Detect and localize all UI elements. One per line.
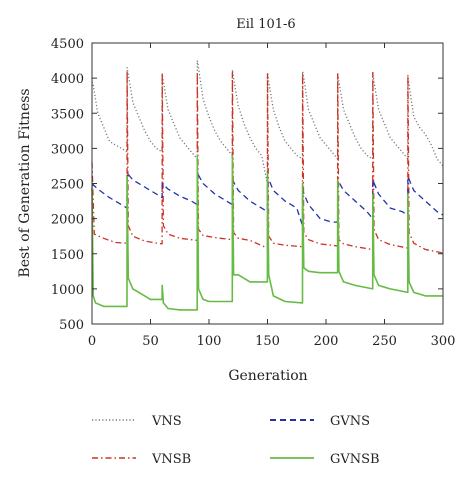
y-tick-label: 4500 <box>51 37 84 52</box>
chart-title: Eil 101-6 <box>236 17 295 32</box>
series-line-vnsb <box>91 70 444 254</box>
x-tick-label: 250 <box>372 334 397 349</box>
series-layer <box>91 59 444 311</box>
y-tick-label: 500 <box>59 318 84 333</box>
y-tick-label: 2500 <box>51 178 84 193</box>
x-tick-label: 200 <box>314 334 339 349</box>
x-axis-title: Generation <box>228 368 307 384</box>
x-tick-label: 100 <box>197 334 222 349</box>
legend: VNS GVNS VNSB GVNSB <box>92 414 380 467</box>
series-line-gvnsb <box>91 154 443 311</box>
legend-label-gvns: GVNS <box>330 414 370 429</box>
y-tick-label: 3500 <box>51 107 84 122</box>
legend-label-gvnsb: GVNSB <box>330 452 380 467</box>
x-tick-label: 0 <box>88 334 96 349</box>
y-tick-label: 1500 <box>51 248 84 263</box>
x-tick-label: 300 <box>431 334 456 349</box>
legend-label-vnsb: VNSB <box>151 452 191 467</box>
series-line-gvns <box>91 172 444 227</box>
y-axis-title: Best of Generation Fitness <box>17 88 33 277</box>
x-tick-label: 50 <box>142 334 159 349</box>
x-tick-label: 150 <box>255 334 280 349</box>
legend-label-vns: VNS <box>151 414 182 429</box>
y-tick-label: 4000 <box>51 72 84 87</box>
y-tick-label: 1000 <box>51 283 84 298</box>
y-tick-label: 2000 <box>51 213 84 228</box>
ticks-layer: 0 50 100 150 200 250 300 500 1000 1500 2000 2500 300… <box>51 37 456 349</box>
y-tick-label: 3000 <box>51 142 84 157</box>
